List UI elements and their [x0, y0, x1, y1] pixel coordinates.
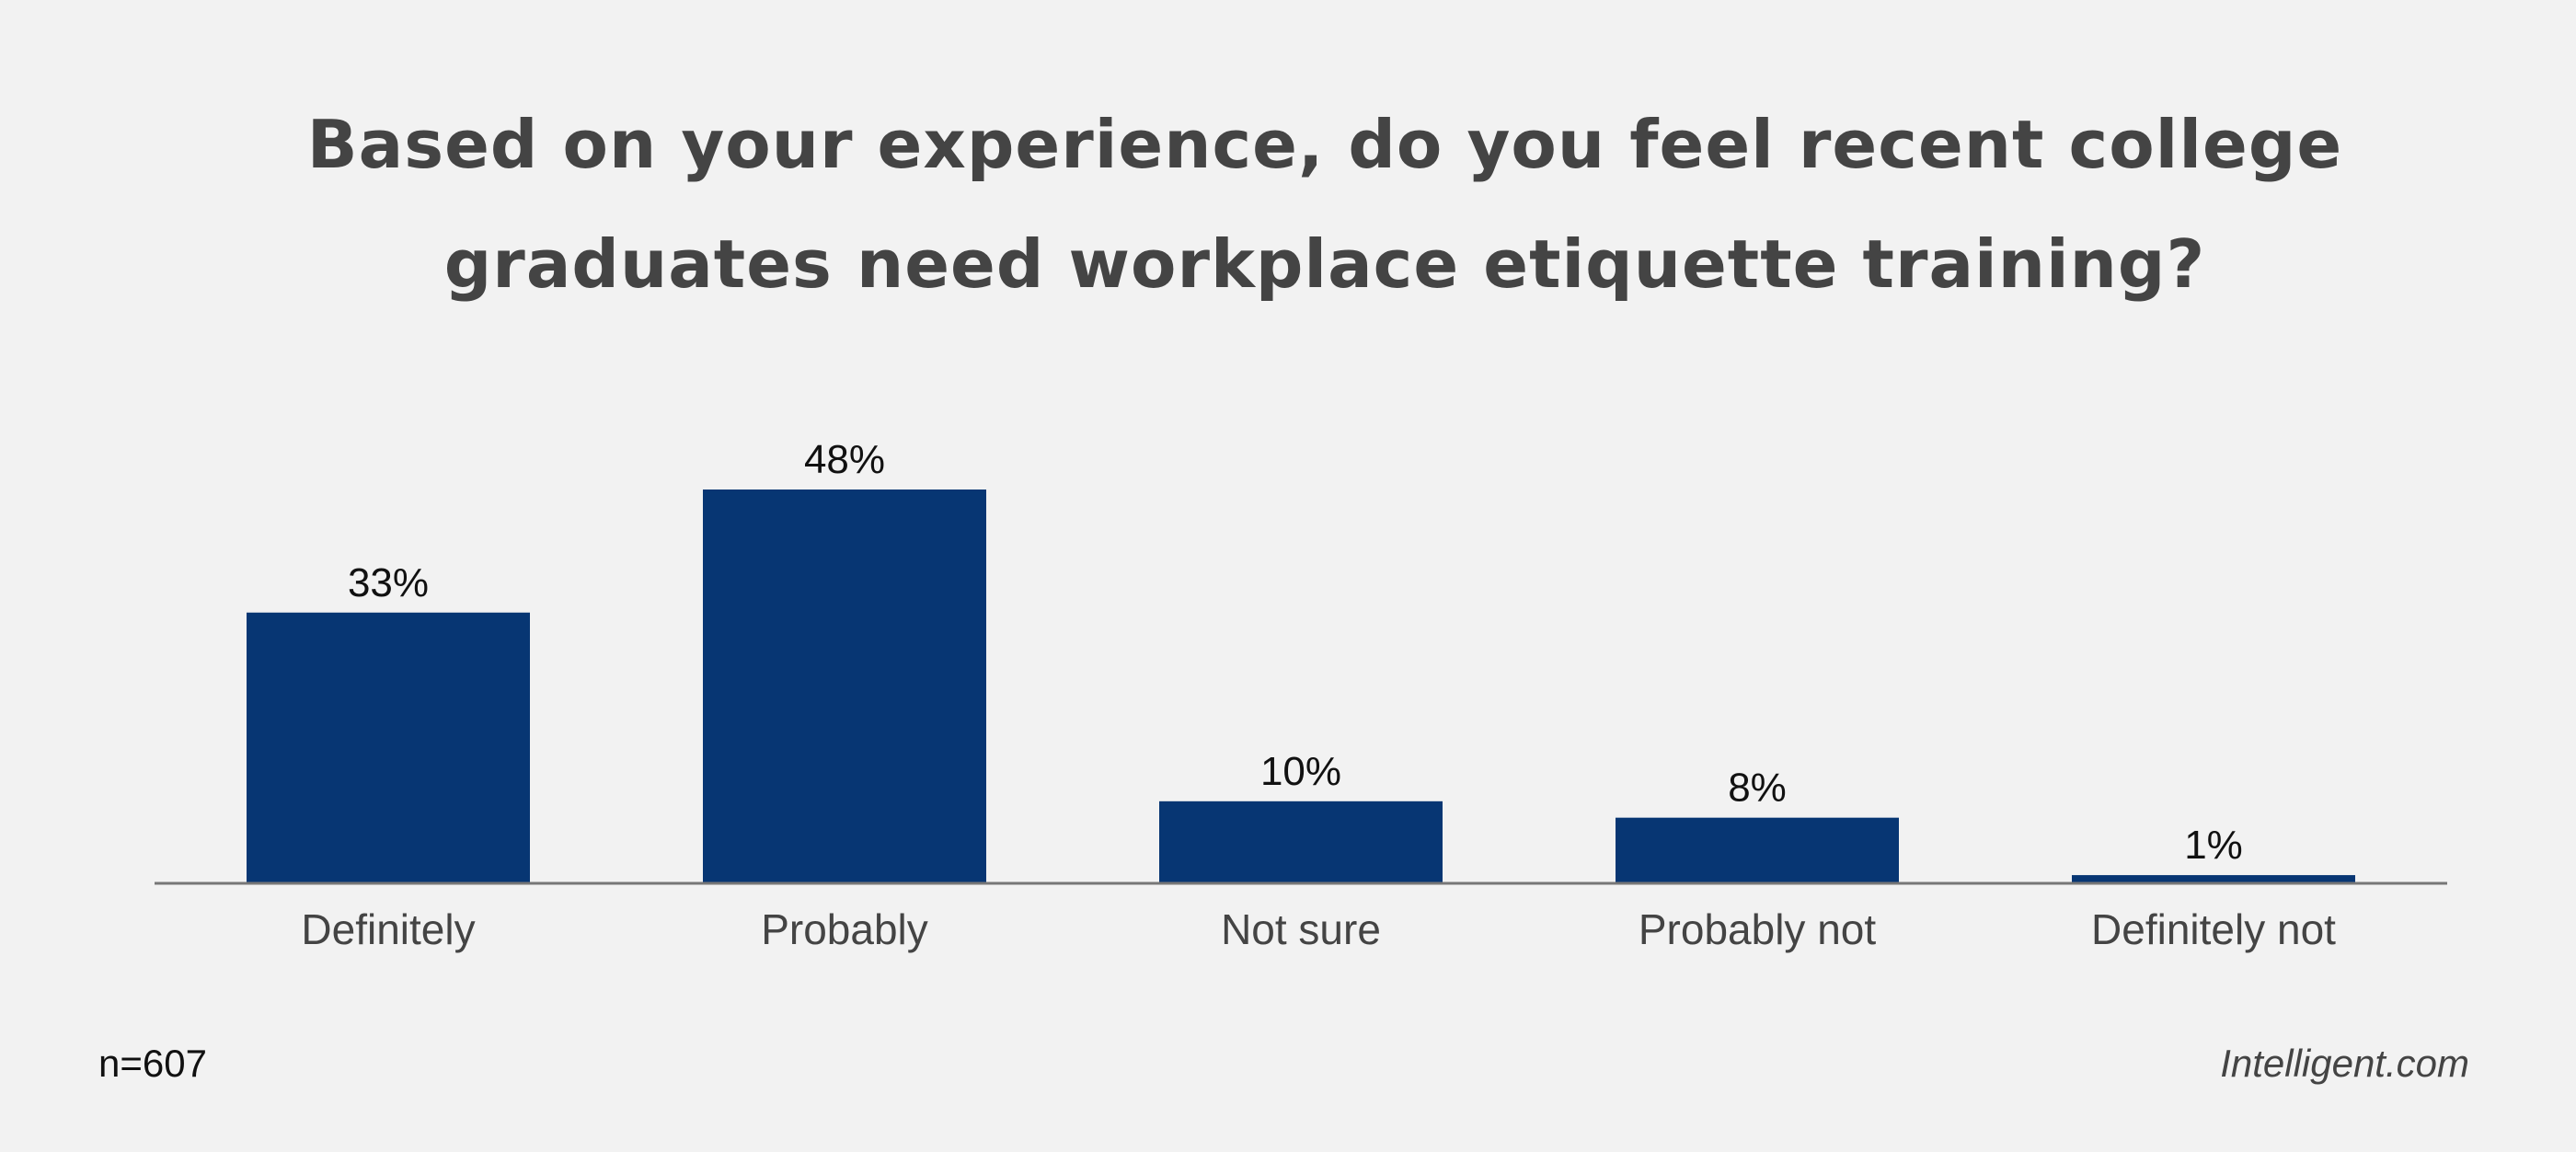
bar-not-sure	[1159, 801, 1443, 883]
x-tick-label: Definitely	[301, 905, 475, 953]
bar-probably-not	[1616, 817, 1899, 883]
x-tick-label: Not sure	[1221, 905, 1381, 953]
chart-title-line-2: graduates need workplace etiquette train…	[443, 225, 2206, 303]
x-tick-label: Probably	[761, 905, 928, 953]
data-label: 10%	[1260, 749, 1341, 794]
bar-probably	[703, 490, 986, 883]
data-label: 48%	[804, 437, 885, 482]
x-tick-label: Probably not	[1639, 905, 1876, 953]
x-tick-label: Definitely not	[2091, 905, 2336, 953]
chart-title: Based on your experience, do you feel re…	[184, 85, 2466, 324]
data-label: 8%	[1728, 766, 1787, 811]
brand-credit: Intelligent.com	[2220, 1042, 2469, 1085]
data-label: 1%	[2184, 823, 2243, 868]
sample-size-note: n=607	[98, 1042, 207, 1085]
chart-title-line-1: Based on your experience, do you feel re…	[306, 106, 2343, 183]
data-label: 33%	[348, 560, 429, 605]
bar-definitely-not	[2072, 875, 2355, 883]
bar-definitely	[247, 612, 530, 883]
